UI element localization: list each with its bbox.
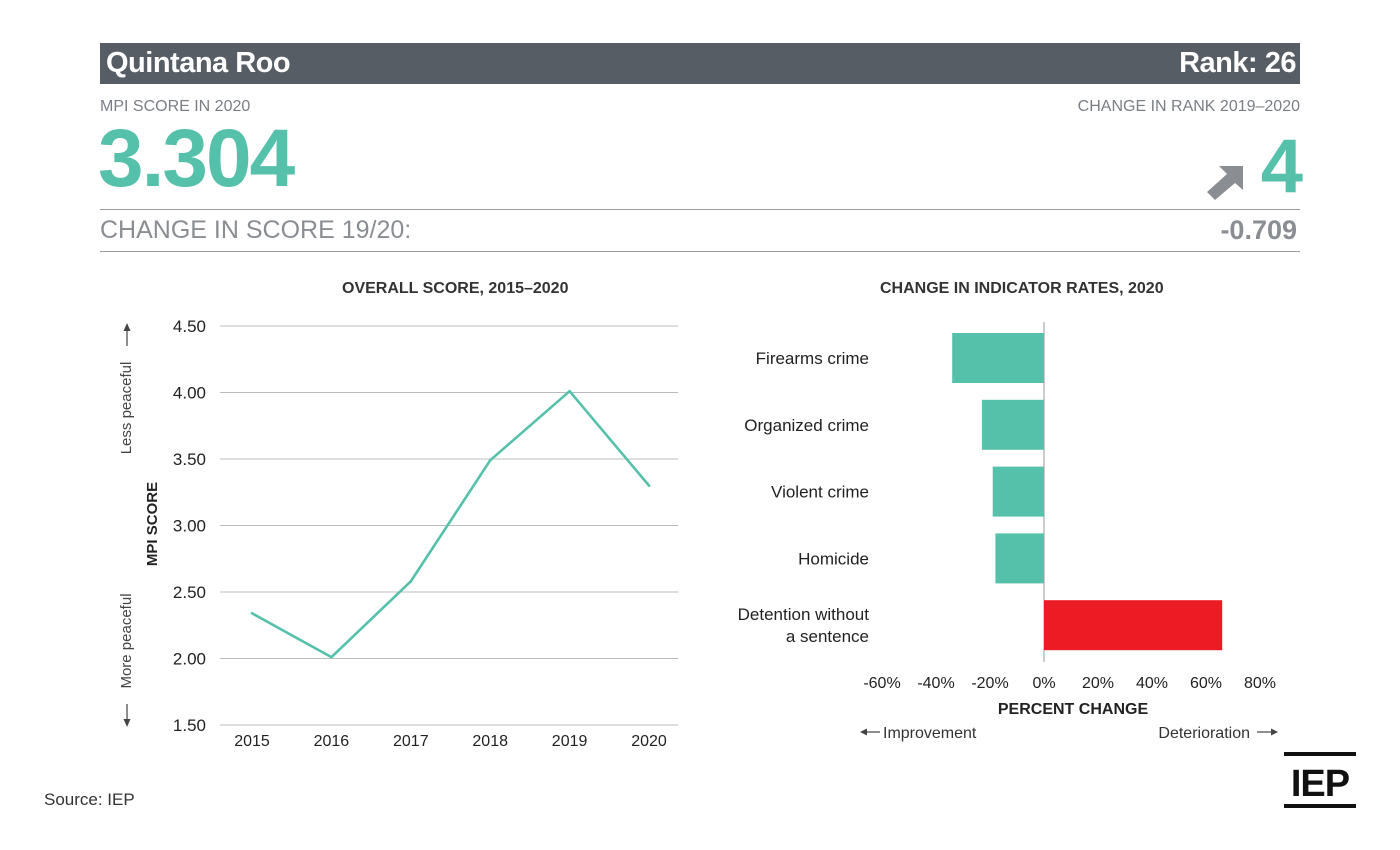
series-line [251, 389, 650, 659]
down-arrow-icon [123, 704, 131, 727]
x-tick-label: -20% [971, 675, 1008, 692]
divider-top [100, 209, 1300, 210]
x-tick-label: 2017 [393, 733, 429, 750]
data-point [409, 580, 413, 583]
data-point [488, 459, 492, 462]
data-point [250, 611, 254, 615]
y-tick-label: 2.50 [173, 583, 206, 602]
svg-text:IEP: IEP [1291, 763, 1350, 805]
improvement-note: Improvement [883, 725, 977, 742]
category-label: Organized crime [744, 416, 869, 435]
x-tick-label: 2018 [472, 733, 508, 750]
score-label: MPI SCORE IN 2020 [100, 98, 251, 115]
line-chart: 4.50 4.00 3.50 3.00 2.50 2.00 1.50 2015 2016 201… [118, 317, 678, 750]
line-chart-title: OVERALL SCORE, 2015–2020 [342, 280, 569, 297]
x-tick-label: 2016 [314, 733, 350, 750]
category-label: Firearms crime [756, 349, 869, 368]
header-banner [100, 43, 1300, 84]
bar [992, 466, 1044, 517]
up-arrow-icon [123, 323, 131, 346]
x-tick-label: 60% [1190, 675, 1222, 692]
y-tick-label: 2.00 [173, 650, 206, 669]
y-tick-label: 3.00 [173, 517, 206, 536]
mpi-score: 3.304 [98, 113, 295, 204]
score-change-value: -0.709 [1220, 215, 1297, 245]
region-title: Quintana Roo [106, 47, 291, 79]
less-peaceful-note: Less peaceful [118, 362, 135, 455]
data-point [568, 389, 571, 393]
bar [1044, 600, 1223, 651]
x-axis-label: PERCENT CHANGE [998, 701, 1149, 718]
iep-logo: IEP [1284, 752, 1356, 808]
x-tick-label: 0% [1032, 675, 1055, 692]
x-tick-label: 2019 [552, 733, 588, 750]
score-change-label: CHANGE IN SCORE 19/20: [100, 216, 412, 244]
bar [995, 533, 1044, 584]
category-label: a sentence [786, 627, 869, 646]
rank-change-label: CHANGE IN RANK 2019–2020 [1077, 98, 1300, 115]
x-tick-label: -40% [917, 675, 954, 692]
divider-bottom [100, 251, 1300, 252]
y-tick-label: 4.50 [173, 317, 206, 336]
source-note: Source: IEP [44, 790, 135, 809]
category-label: Detention without [738, 605, 870, 624]
x-tick-label: 2015 [234, 733, 270, 750]
left-arrow-icon [860, 728, 880, 736]
x-tick-label: 40% [1136, 675, 1168, 692]
x-tick-label: 20% [1082, 675, 1114, 692]
x-tick-label: 2020 [631, 733, 667, 750]
bar [981, 399, 1044, 450]
right-arrow-icon [1257, 728, 1278, 736]
y-tick-label: 1.50 [173, 716, 206, 735]
category-label: Homicide [798, 549, 869, 568]
arrow-up-right-icon [1207, 166, 1243, 200]
y-tick-label: 4.00 [173, 384, 206, 403]
bar-chart: Firearms crime Organized crime Violent cri… [738, 322, 1278, 742]
y-tick-label: 3.50 [173, 450, 206, 469]
data-point [647, 484, 651, 487]
bar-chart-title: CHANGE IN INDICATOR RATES, 2020 [880, 280, 1164, 297]
rank-label: Rank: 26 [1179, 47, 1296, 79]
category-label: Violent crime [771, 483, 869, 502]
x-tick-label: -60% [863, 675, 900, 692]
bar [952, 333, 1044, 383]
x-tick-label: 80% [1244, 675, 1276, 692]
deterioration-note: Deterioration [1158, 725, 1250, 742]
data-point [330, 655, 333, 659]
rank-change-value: 4 [1260, 124, 1303, 209]
more-peaceful-note: More peaceful [118, 593, 135, 688]
y-axis-label: MPI SCORE [144, 482, 161, 566]
